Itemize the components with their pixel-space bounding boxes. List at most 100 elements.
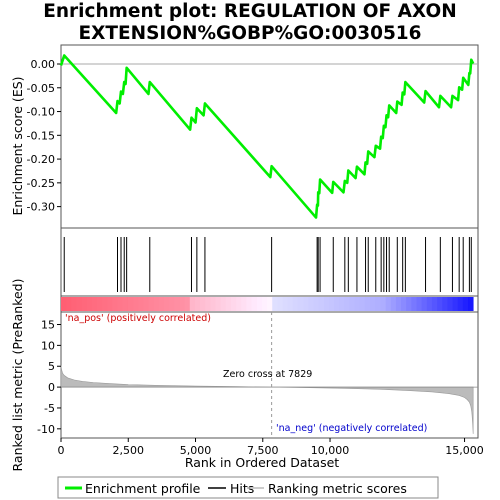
annotation-negative: 'na_neg' (negatively correlated) — [276, 423, 427, 434]
band-segment — [97, 297, 103, 311]
band-segment — [225, 297, 232, 311]
xtick-label: 5,000 — [180, 444, 212, 457]
enrichment-profile — [59, 54, 475, 219]
band-segment — [117, 297, 124, 311]
band-segment — [375, 297, 381, 311]
band-segment — [344, 297, 350, 311]
hit-markers — [63, 237, 472, 292]
metric-y-axis: 15 10 5 0 -5 -10 — [37, 319, 61, 436]
es-ytick-label: -0.05 — [27, 82, 55, 95]
band-segment — [246, 297, 253, 311]
metric-ytick-label: 5 — [48, 360, 55, 373]
xtick-label: 0 — [58, 444, 65, 457]
band-segment — [308, 297, 314, 311]
band-segment — [457, 297, 464, 311]
band-segment — [431, 297, 438, 311]
legend-enrichment-label: Enrichment profile — [85, 481, 201, 496]
band-segment — [370, 297, 376, 311]
band-segment — [143, 297, 149, 311]
band-segment — [215, 297, 222, 311]
band-segment — [251, 297, 258, 311]
xtick-label: 10,000 — [311, 444, 350, 457]
band-segment — [282, 297, 289, 311]
es-ytick-label: -0.30 — [27, 201, 55, 214]
x-axis-label: Rank in Ordered Dataset — [185, 455, 339, 470]
band-segment — [349, 297, 356, 311]
band-segment — [442, 297, 448, 311]
metric-ytick-label: 0 — [48, 381, 55, 394]
annotation-positive: 'na_pos' (positively correlated) — [65, 313, 211, 324]
metric-ytick-label: -5 — [44, 402, 55, 415]
band-segment — [66, 297, 72, 311]
band-segment — [112, 297, 119, 311]
y-axis-label-metric: Ranked list metric (PreRanked) — [10, 279, 25, 472]
y-axis-label-es: Enrichment score (ES) — [10, 76, 25, 215]
ranking-metric-area — [60, 312, 478, 438]
xtick-label: 2,500 — [113, 444, 145, 457]
band-segment — [323, 297, 330, 311]
band-segment — [210, 297, 216, 311]
es-ytick-label: -0.15 — [27, 129, 55, 142]
band-segment — [133, 297, 139, 311]
band-segment — [61, 297, 67, 311]
band-segment — [220, 297, 227, 311]
band-segment — [401, 297, 407, 311]
band-segment — [158, 297, 165, 311]
band-segment — [194, 297, 201, 311]
band-segment — [354, 297, 361, 311]
band-segment — [277, 297, 283, 311]
band-segment — [122, 297, 129, 311]
band-segment — [318, 297, 325, 311]
annotation-zero-cross: Zero cross at 7829 — [223, 369, 312, 380]
band-segment — [184, 297, 191, 311]
xtick-label: 15,000 — [445, 444, 484, 457]
band-segment — [71, 297, 77, 311]
legend-ranking-label: Ranking metric scores — [268, 481, 407, 496]
band-segment — [303, 297, 309, 311]
band-segment — [205, 297, 211, 311]
band-segment — [189, 297, 196, 311]
band-segment — [468, 297, 474, 311]
metric-panel — [60, 311, 479, 439]
band-segment — [236, 297, 242, 311]
band-segment — [241, 297, 247, 311]
band-segment — [406, 297, 412, 311]
band-segment — [164, 297, 170, 311]
legend-hits-label: Hits — [230, 481, 254, 496]
band-segment — [452, 297, 459, 311]
legend: Enrichment profile Hits Ranking metric s… — [57, 476, 439, 499]
band-segment — [395, 297, 402, 311]
es-ytick-label: 0.00 — [31, 58, 56, 71]
band-segment — [200, 297, 206, 311]
ranking-metric-area-fill — [60, 365, 474, 434]
band-segment — [272, 297, 278, 311]
rank-gradient-band — [61, 297, 474, 311]
band-segment — [421, 297, 428, 311]
band-segment — [148, 297, 155, 311]
xtick-label: 7,500 — [247, 444, 279, 457]
x-axis: 0 2,500 5,000 7,500 10,000 15,000 — [58, 438, 484, 457]
band-segment — [380, 297, 386, 311]
chart-title-line2: EXTENSION%GOBP%GO:0030516 — [78, 23, 421, 44]
es-ytick-label: -0.25 — [27, 177, 55, 190]
band-segment — [426, 297, 433, 311]
band-segment — [292, 297, 299, 311]
band-segment — [416, 297, 423, 311]
band-segment — [267, 297, 273, 311]
band-segment — [359, 297, 366, 311]
band-segment — [81, 297, 88, 311]
band-segment — [437, 297, 443, 311]
band-segment — [138, 297, 144, 311]
band-segment — [287, 297, 294, 311]
band-segment — [313, 297, 319, 311]
es-y-axis: 0.00 -0.05 -0.10 -0.15 -0.20 -0.25 -0.30 — [27, 58, 61, 214]
band-segment — [447, 297, 453, 311]
es-ytick-label: -0.20 — [27, 153, 55, 166]
metric-ytick-label: -10 — [37, 423, 55, 436]
band-segment — [179, 297, 186, 311]
es-ytick-label: -0.10 — [27, 106, 55, 119]
band-segment — [91, 297, 98, 311]
band-segment — [339, 297, 345, 311]
band-segment — [462, 297, 469, 311]
